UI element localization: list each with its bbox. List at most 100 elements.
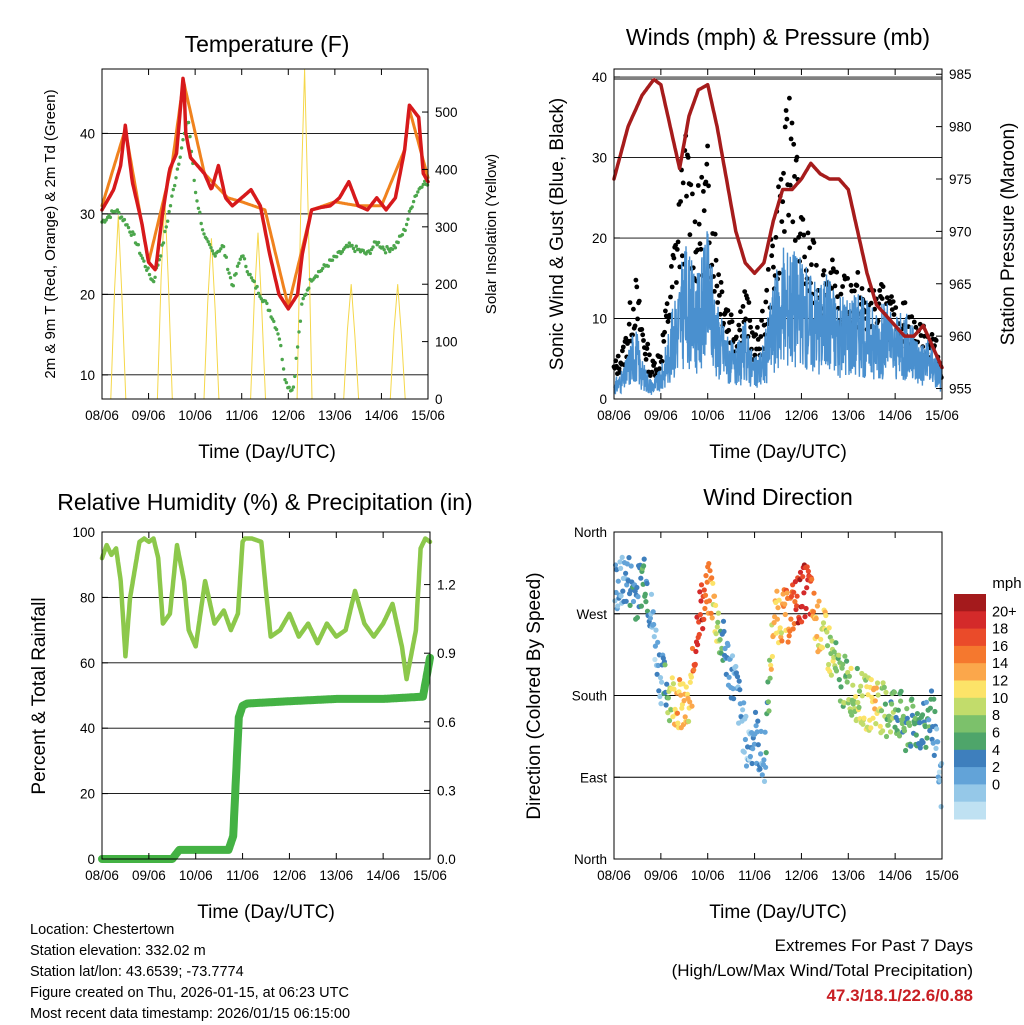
- rh-line: [99, 536, 433, 682]
- gust-point: [740, 304, 746, 309]
- direction-point: [844, 658, 850, 664]
- dewpoint-point: [255, 284, 259, 289]
- direction-point: [842, 653, 848, 659]
- gust-point: [642, 351, 648, 357]
- temperature-xtick-label: 13/06: [318, 408, 352, 423]
- gust-point: [736, 322, 742, 328]
- direction-point: [877, 723, 883, 729]
- gust-point: [852, 288, 857, 294]
- direction-ticks: 08/06 09/06 10/06 11/06 12/06 13/06 14/06 15/06…: [572, 525, 959, 883]
- gust-point: [678, 199, 683, 204]
- direction-point: [861, 715, 867, 721]
- dewpoint-point: [146, 266, 150, 270]
- dewpoint-point: [410, 205, 414, 209]
- temperature-ytick-label: 20: [80, 287, 95, 302]
- direction-point: [840, 661, 846, 668]
- direction-point: [811, 590, 817, 596]
- gust-point: [801, 232, 807, 238]
- direction-point: [873, 685, 880, 691]
- colorbar-swatch: [954, 594, 986, 612]
- gust-point: [854, 283, 860, 288]
- direction-point: [908, 743, 914, 749]
- gust-point: [742, 289, 748, 294]
- direction-point: [713, 631, 719, 637]
- temperature-xtick-label: 09/06: [132, 408, 166, 423]
- temperature-xlabel: Time (Day/UTC): [198, 442, 336, 463]
- temperature-ytick-right-label: 100: [435, 335, 458, 350]
- dewpoint-point: [168, 204, 173, 208]
- gust-point: [744, 296, 750, 301]
- direction-point: [849, 712, 855, 718]
- colorbar-label: 2: [992, 760, 1000, 776]
- direction-point: [720, 618, 727, 624]
- dewpoint-point: [297, 330, 301, 334]
- winds-xtick-label: 15/06: [925, 408, 959, 423]
- gust-point: [800, 217, 806, 222]
- direction-point: [736, 678, 742, 684]
- dewpoint-point: [388, 249, 392, 254]
- direction-ylabel: Direction (Colored By Speed): [524, 572, 545, 819]
- direction-point: [634, 584, 640, 591]
- gust-point: [814, 262, 819, 268]
- extremes-subtitle: (High/Low/Max Wind/Total Precipitation): [671, 961, 973, 980]
- dewpoint-point: [304, 292, 308, 296]
- gust-point: [639, 327, 645, 332]
- gust-point: [788, 136, 794, 142]
- direction-point: [654, 671, 660, 677]
- gust-point: [792, 174, 797, 179]
- direction-point: [757, 766, 763, 772]
- humidity-ytick-label: 0: [87, 852, 95, 867]
- direction-point: [923, 699, 930, 705]
- winds-xtick-label: 12/06: [785, 408, 819, 423]
- gust-point: [765, 267, 771, 272]
- direction-point: [707, 568, 713, 574]
- temperature-xtick-label: 14/06: [365, 408, 399, 423]
- direction-point: [762, 729, 768, 735]
- gust-point: [784, 116, 790, 122]
- direction-point: [778, 634, 784, 640]
- gust-point: [703, 179, 709, 185]
- direction-point: [679, 701, 686, 708]
- direction-point: [813, 615, 819, 622]
- gust-point: [699, 174, 705, 180]
- gust-point: [933, 338, 939, 343]
- dewpoint-point: [125, 223, 129, 227]
- gust-point: [733, 334, 739, 340]
- direction-point: [780, 591, 786, 597]
- direction-point: [678, 692, 684, 698]
- direction-point: [872, 698, 878, 704]
- direction-point: [624, 582, 630, 588]
- gust-point: [697, 241, 703, 247]
- humidity-ytick-right-label: 0.9: [437, 646, 456, 661]
- dewpoint-point: [371, 245, 375, 249]
- dewpoint-point: [353, 249, 357, 254]
- gust-point: [746, 300, 752, 305]
- dewpoint-point: [420, 185, 424, 189]
- direction-point: [741, 749, 747, 755]
- gust-point: [738, 309, 743, 315]
- direction-point: [729, 653, 736, 659]
- direction-ytick-label: North: [574, 852, 607, 867]
- direction-point: [641, 563, 647, 569]
- winds-xlabel: Time (Day/UTC): [709, 442, 847, 463]
- winds-ytick-label: 10: [592, 312, 607, 327]
- dewpoint-point: [122, 217, 127, 222]
- gust-point: [807, 245, 813, 251]
- gust-point: [679, 253, 685, 259]
- direction-point: [620, 588, 626, 594]
- direction-point: [935, 739, 941, 745]
- colorbar-swatch: [954, 611, 986, 630]
- direction-point: [882, 701, 889, 707]
- dewpoint-point: [174, 176, 178, 180]
- direction-xtick-label: 14/06: [878, 868, 912, 883]
- direction-point: [914, 711, 921, 717]
- temperature-panel: Temperature (F) 08/06 09/06 10/06 11/06 12/0…: [42, 31, 500, 463]
- gust-point: [830, 257, 835, 263]
- direction-point: [859, 693, 865, 699]
- dewpoint-point: [274, 327, 279, 332]
- dewpoint-point: [284, 380, 289, 385]
- colorbar-label: 12: [992, 674, 1008, 690]
- gust-point: [902, 300, 908, 306]
- direction-point: [820, 620, 827, 626]
